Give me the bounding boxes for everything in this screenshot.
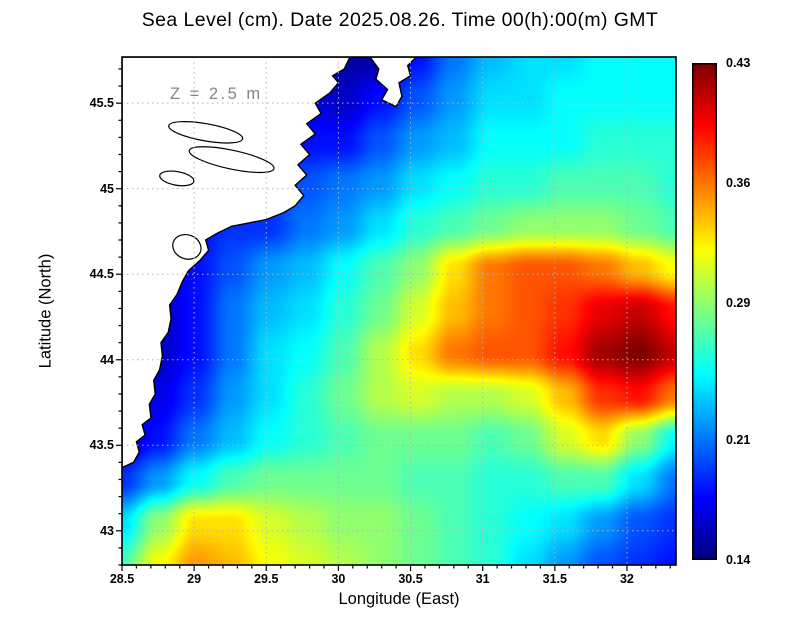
x-tick-label: 29.5 (254, 572, 279, 586)
x-tick-label: 29 (187, 572, 202, 586)
colorbar-label: 0.43 (726, 56, 751, 70)
y-tick-label: 44.5 (89, 267, 114, 282)
coastline-land (122, 57, 418, 469)
lake-outline (188, 146, 275, 174)
y-tick-label: 43.5 (89, 438, 114, 453)
colorbar-label: 0.14 (726, 553, 751, 567)
y-tick-label: 45.5 (89, 96, 114, 111)
colorbar-label: 0.21 (726, 433, 751, 448)
lake-outline (168, 121, 244, 144)
colorbar-label: 0.36 (726, 175, 751, 190)
colorbar (692, 63, 717, 560)
x-tick-label: 28.5 (109, 572, 135, 586)
plot-frame (121, 56, 677, 566)
x-tick-label: 31.5 (542, 572, 567, 586)
depth-annotation: Z = 2.5 m (170, 85, 263, 103)
y-tick-label: 44 (100, 352, 114, 367)
chart-title: Sea Level (cm). Date 2025.08.26. Time 00… (141, 9, 659, 31)
x-axis-title: Longitude (East) (338, 590, 460, 608)
x-tick-label: 32 (619, 572, 634, 586)
y-axis-title: Latitude (North) (36, 253, 55, 369)
y-tick-label: 43 (100, 523, 114, 538)
x-tick-label: 31 (475, 572, 490, 586)
colorbar-label: 0.29 (726, 295, 751, 310)
x-tick-label: 30 (331, 572, 346, 586)
y-tick-label: 45 (100, 181, 114, 196)
lake-outline (159, 170, 195, 187)
x-tick-label: 30.5 (398, 572, 423, 586)
